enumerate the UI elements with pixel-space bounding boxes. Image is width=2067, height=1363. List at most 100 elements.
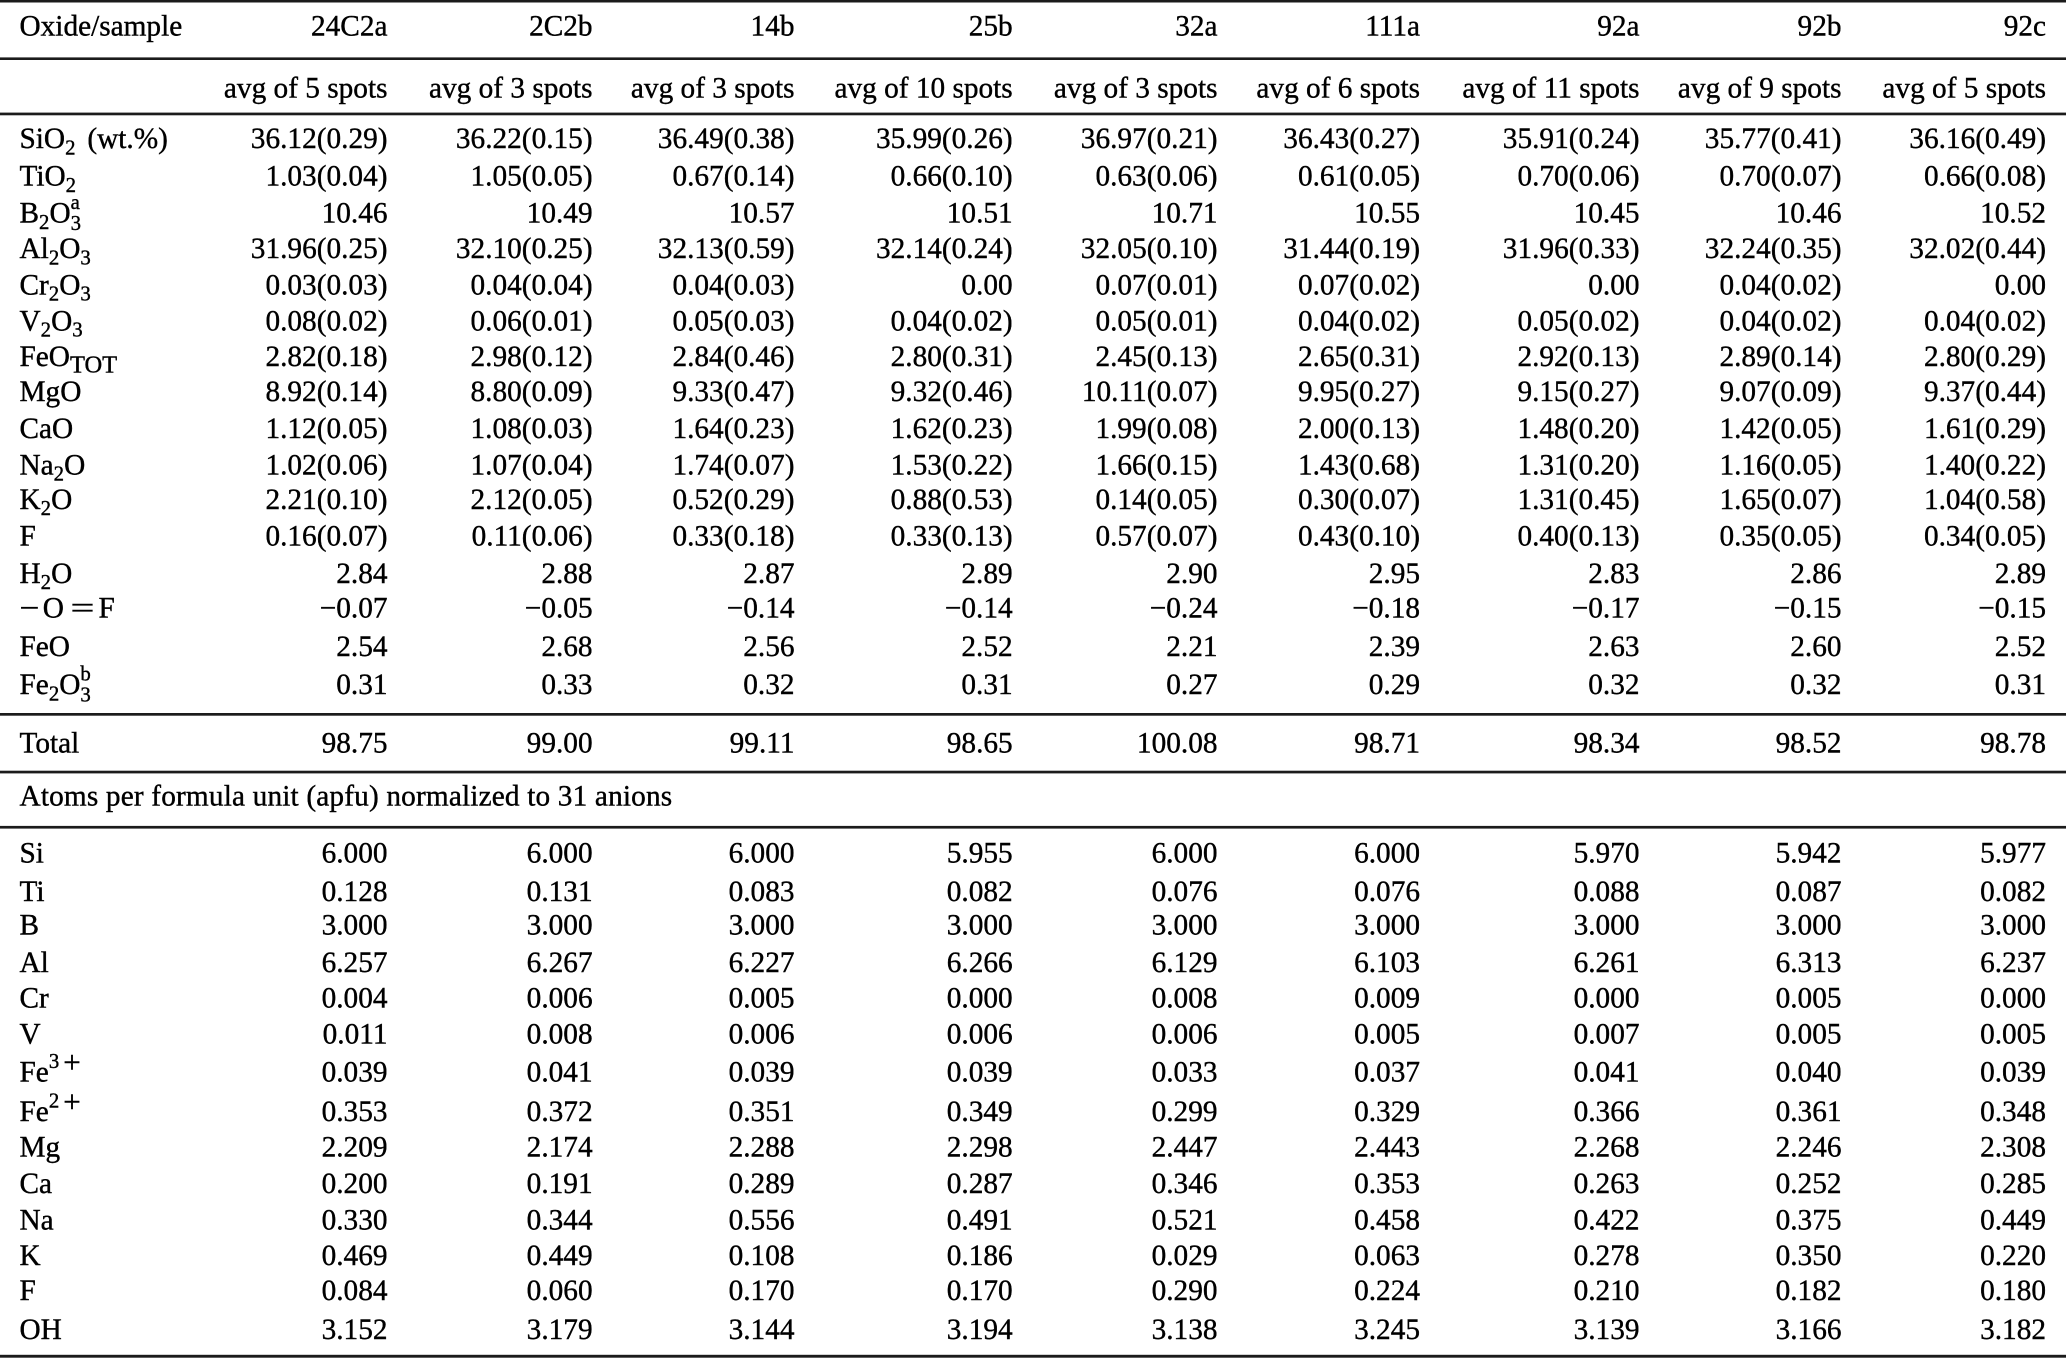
svg-text:Ca: Ca [20,1168,53,1200]
svg-text:5.977: 5.977 [1980,838,2046,870]
svg-text:Na: Na [20,1204,54,1236]
svg-text:6.313: 6.313 [1776,947,1842,979]
svg-text:2.95: 2.95 [1369,558,1420,590]
svg-text:−0.15: −0.15 [1774,592,1842,624]
svg-text:0.04(0.04): 0.04(0.04) [471,269,593,301]
svg-text:3.245: 3.245 [1354,1314,1420,1346]
svg-text:FeO: FeO [20,631,70,663]
svg-text:Al: Al [20,947,49,979]
svg-text:0.33(0.13): 0.33(0.13) [891,521,1013,553]
svg-text:0.088: 0.088 [1574,876,1640,908]
svg-text:0.04(0.02): 0.04(0.02) [1298,305,1420,337]
svg-text:2.00(0.13): 2.00(0.13) [1298,413,1420,445]
svg-text:32a: 32a [1175,10,1217,42]
svg-text:0.005: 0.005 [729,983,795,1015]
svg-text:Ti: Ti [20,876,45,908]
svg-text:32.02(0.44): 32.02(0.44) [1909,233,2046,265]
svg-text:35.77(0.41): 35.77(0.41) [1705,123,1842,155]
svg-text:35.91(0.24): 35.91(0.24) [1503,123,1640,155]
svg-text:F: F [20,1275,36,1307]
svg-text:36.49(0.38): 36.49(0.38) [658,123,795,155]
svg-text:10.51: 10.51 [947,198,1013,230]
svg-text:1.53(0.22): 1.53(0.22) [891,449,1013,481]
svg-text:avg of 3 spots: avg of 3 spots [631,73,795,105]
svg-text:0.491: 0.491 [947,1204,1013,1236]
svg-text:0.31: 0.31 [1995,669,2046,701]
svg-text:avg of 3 spots: avg of 3 spots [1054,73,1218,105]
svg-text:2.288: 2.288 [729,1132,795,1164]
svg-text:0.060: 0.060 [527,1275,593,1307]
svg-text:0.40(0.13): 0.40(0.13) [1517,521,1639,553]
svg-text:36.22(0.15): 36.22(0.15) [456,123,593,155]
svg-text:3.000: 3.000 [947,910,1013,942]
svg-text:avg of 6 spots: avg of 6 spots [1256,73,1420,105]
svg-text:2.60: 2.60 [1790,631,1841,663]
svg-text:5.942: 5.942 [1776,838,1842,870]
svg-text:9.15(0.27): 9.15(0.27) [1517,376,1639,408]
svg-text:0.88(0.53): 0.88(0.53) [891,484,1013,516]
svg-text:K2O: K2O [20,484,73,520]
svg-text:0.000: 0.000 [1574,983,1640,1015]
svg-text:25b: 25b [969,10,1013,42]
svg-text:0.290: 0.290 [1152,1275,1218,1307]
svg-text:0.35(0.05): 0.35(0.05) [1719,521,1841,553]
svg-text:0.108: 0.108 [729,1240,795,1272]
svg-text:2.246: 2.246 [1776,1132,1842,1164]
svg-text:2.268: 2.268 [1574,1132,1640,1164]
svg-text:0.084: 0.084 [322,1275,388,1307]
svg-text:0.082: 0.082 [1980,876,2046,908]
svg-text:2.80(0.29): 2.80(0.29) [1924,341,2046,373]
svg-text:Oxide/sample: Oxide/sample [20,10,183,42]
svg-text:2.89: 2.89 [1995,558,2046,590]
svg-text:K: K [20,1240,41,1272]
svg-text:MgO: MgO [20,376,82,408]
svg-text:8.80(0.09): 8.80(0.09) [471,376,593,408]
svg-text:2.68: 2.68 [541,631,592,663]
svg-text:0.11(0.06): 0.11(0.06) [472,521,593,553]
svg-text:6.000: 6.000 [1354,838,1420,870]
svg-text:3.139: 3.139 [1574,1314,1640,1346]
svg-text:0.350: 0.350 [1776,1240,1842,1272]
svg-text:0.287: 0.287 [947,1168,1013,1200]
svg-text:0.07(0.01): 0.07(0.01) [1095,269,1217,301]
svg-text:V2O3: V2O3 [20,305,83,341]
svg-text:1.43(0.68): 1.43(0.68) [1298,449,1420,481]
svg-text:0.00: 0.00 [1588,269,1639,301]
svg-text:0.61(0.05): 0.61(0.05) [1298,161,1420,193]
svg-text:10.46: 10.46 [322,198,388,230]
svg-text:0.344: 0.344 [527,1204,593,1236]
svg-text:0.63(0.06): 0.63(0.06) [1095,161,1217,193]
svg-text:0.039: 0.039 [1980,1057,2046,1089]
svg-text:2.87: 2.87 [743,558,794,590]
svg-text:0.57(0.07): 0.57(0.07) [1095,521,1217,553]
svg-text:3.000: 3.000 [1574,910,1640,942]
svg-text:9.33(0.47): 9.33(0.47) [672,376,794,408]
svg-text:6.227: 6.227 [729,947,795,979]
svg-text:3.166: 3.166 [1776,1314,1842,1346]
svg-text:0.67(0.14): 0.67(0.14) [672,161,794,193]
svg-text:0.04(0.02): 0.04(0.02) [1924,305,2046,337]
svg-text:0.005: 0.005 [1980,1019,2046,1051]
svg-text:1.40(0.22): 1.40(0.22) [1924,449,2046,481]
svg-text:2.80(0.31): 2.80(0.31) [891,341,1013,373]
svg-text:0.353: 0.353 [322,1096,388,1128]
svg-text:1.66(0.15): 1.66(0.15) [1095,449,1217,481]
svg-text:2.98(0.12): 2.98(0.12) [471,341,593,373]
svg-text:CaO: CaO [20,413,74,445]
svg-text:0.082: 0.082 [947,876,1013,908]
svg-text:6.000: 6.000 [1152,838,1218,870]
svg-text:2.39: 2.39 [1369,631,1420,663]
svg-text:0.063: 0.063 [1354,1240,1420,1272]
svg-text:avg of 3 spots: avg of 3 spots [429,73,593,105]
svg-text:2.298: 2.298 [947,1132,1013,1164]
svg-text:3.144: 3.144 [729,1314,795,1346]
svg-text:36.16(0.49): 36.16(0.49) [1909,123,2046,155]
svg-text:32.24(0.35): 32.24(0.35) [1705,233,1842,265]
svg-text:0.007: 0.007 [1574,1019,1640,1051]
svg-text:0.422: 0.422 [1574,1204,1640,1236]
svg-text:0.128: 0.128 [322,876,388,908]
svg-text:Atoms per formula unit (apfu): Atoms per formula unit (apfu) normalized… [20,780,673,812]
svg-text:111a: 111a [1365,10,1420,42]
svg-text:0.70(0.07): 0.70(0.07) [1719,161,1841,193]
svg-text:0.469: 0.469 [322,1240,388,1272]
